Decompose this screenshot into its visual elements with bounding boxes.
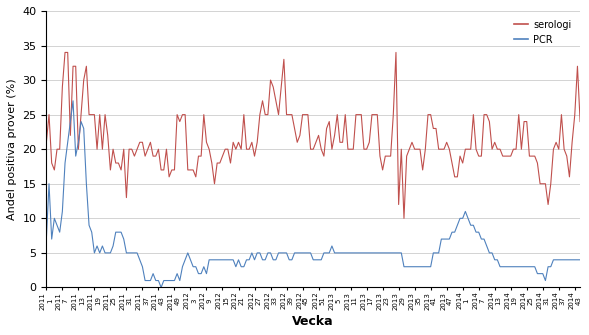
PCR (336, 251, 343, 255)
PCR (45, 182, 52, 186)
serologi (94, 147, 101, 151)
PCR (243, 258, 250, 262)
PCR (158, 285, 165, 289)
Line: PCR: PCR (47, 101, 580, 287)
PCR (70, 99, 77, 103)
Line: serologi: serologi (47, 52, 580, 218)
Y-axis label: Andel positiva prover (%): Andel positiva prover (%) (7, 78, 17, 220)
serologi (240, 113, 247, 117)
serologi (45, 113, 52, 117)
PCR (537, 272, 544, 276)
PCR (272, 258, 279, 262)
Legend: serologi, PCR: serologi, PCR (510, 16, 575, 49)
PCR (94, 244, 101, 248)
serologi (270, 85, 277, 89)
serologi (577, 120, 584, 124)
PCR (577, 258, 584, 262)
serologi (43, 140, 50, 144)
PCR (43, 237, 50, 241)
serologi (537, 182, 544, 186)
serologi (334, 113, 341, 117)
serologi (401, 216, 408, 220)
X-axis label: Vecka: Vecka (292, 315, 334, 328)
serologi (61, 50, 68, 54)
